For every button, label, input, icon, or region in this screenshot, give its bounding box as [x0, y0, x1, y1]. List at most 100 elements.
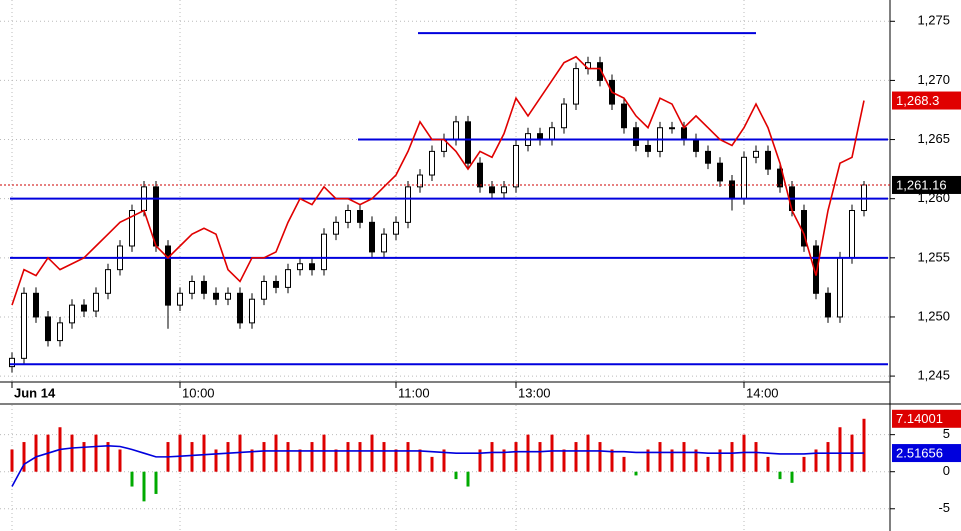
- bar: [622, 456, 626, 472]
- price-label-box: [892, 175, 961, 194]
- candle-body: [81, 304, 87, 312]
- indicator-line: [11, 444, 865, 487]
- candle-body: [261, 280, 267, 300]
- candle-body: [273, 280, 279, 288]
- price-label: 2.51656: [896, 445, 943, 460]
- price-label: 1,268.3: [896, 93, 939, 108]
- candle-body: [153, 186, 159, 247]
- candle-body: [45, 316, 51, 342]
- candle-body: [237, 292, 243, 324]
- y-tick-label: -5: [938, 500, 950, 515]
- candle-body: [405, 186, 411, 223]
- candle-body: [825, 292, 831, 318]
- bar: [82, 442, 86, 472]
- bar: [454, 471, 458, 480]
- bar: [70, 434, 74, 472]
- bar: [646, 449, 650, 472]
- bar: [526, 434, 530, 472]
- x-tick-label: 10:00: [182, 385, 215, 400]
- candle-body: [741, 156, 747, 200]
- y-tick-label: 1,270: [917, 72, 950, 87]
- candle-body: [417, 174, 423, 188]
- bar: [298, 449, 302, 472]
- candle-body: [837, 257, 843, 318]
- candle-body: [429, 150, 435, 176]
- bar: [250, 449, 254, 472]
- bar: [418, 449, 422, 472]
- candle-body: [645, 144, 651, 152]
- indicator-line: [11, 55, 865, 306]
- candle-body: [21, 292, 27, 359]
- bar: [562, 449, 566, 472]
- bar: [694, 449, 698, 472]
- bar: [706, 456, 710, 472]
- candle-body: [393, 221, 399, 235]
- bar: [322, 434, 326, 472]
- bar: [790, 471, 794, 483]
- bar: [274, 434, 278, 472]
- candle-body: [369, 221, 375, 253]
- bar: [514, 442, 518, 472]
- candle-body: [477, 162, 483, 188]
- candle-body: [633, 127, 639, 146]
- bar: [226, 442, 230, 472]
- candle-body: [309, 263, 315, 271]
- bar: [214, 449, 218, 472]
- y-tick-label: 1,265: [917, 131, 950, 146]
- bar: [106, 442, 110, 472]
- bar: [670, 449, 674, 472]
- candle-body: [69, 304, 75, 324]
- candle-body: [165, 245, 171, 306]
- bar: [586, 434, 590, 472]
- bar: [178, 434, 182, 472]
- candle-body: [597, 62, 603, 81]
- candle-body: [189, 280, 195, 294]
- bar: [718, 449, 722, 472]
- y-tick-label: 1,245: [917, 368, 950, 383]
- candle-body: [321, 233, 327, 271]
- candle-body: [693, 139, 699, 152]
- candle-body: [849, 210, 855, 259]
- bar: [778, 471, 782, 480]
- bar: [598, 442, 602, 472]
- candle-body: [345, 210, 351, 223]
- price-label: 7.14001: [896, 411, 943, 426]
- y-tick-label: 1,250: [917, 308, 950, 323]
- bar: [682, 442, 686, 472]
- x-tick-label: 13:00: [518, 385, 551, 400]
- candle-body: [717, 162, 723, 182]
- bar: [730, 442, 734, 472]
- candle-body: [573, 68, 579, 105]
- price-label-box: [892, 91, 961, 110]
- x-tick-label: 11:00: [398, 385, 430, 400]
- candle-body: [297, 263, 303, 271]
- bar: [94, 434, 98, 472]
- bar: [442, 449, 446, 472]
- bar: [478, 449, 482, 472]
- bar: [862, 418, 866, 472]
- price-label-box: [892, 409, 961, 428]
- candle-body: [681, 127, 687, 141]
- bar: [286, 442, 290, 472]
- candle-body: [93, 292, 99, 312]
- candle-body: [381, 233, 387, 253]
- x-tick-label: Jun 14: [14, 385, 56, 400]
- bar: [550, 434, 554, 472]
- candle-body: [9, 357, 15, 368]
- bar: [10, 449, 14, 472]
- bar: [754, 442, 758, 472]
- bar: [22, 442, 26, 472]
- candle-body: [285, 269, 291, 288]
- bar: [334, 449, 338, 472]
- bar: [262, 442, 266, 472]
- candle-body: [57, 322, 63, 342]
- bar: [202, 434, 206, 472]
- candle-body: [753, 150, 759, 158]
- bar: [394, 449, 398, 472]
- bar: [346, 442, 350, 472]
- candle-body: [561, 103, 567, 129]
- bar: [838, 427, 842, 472]
- y-tick-label: 5: [943, 426, 950, 441]
- bar: [802, 456, 806, 472]
